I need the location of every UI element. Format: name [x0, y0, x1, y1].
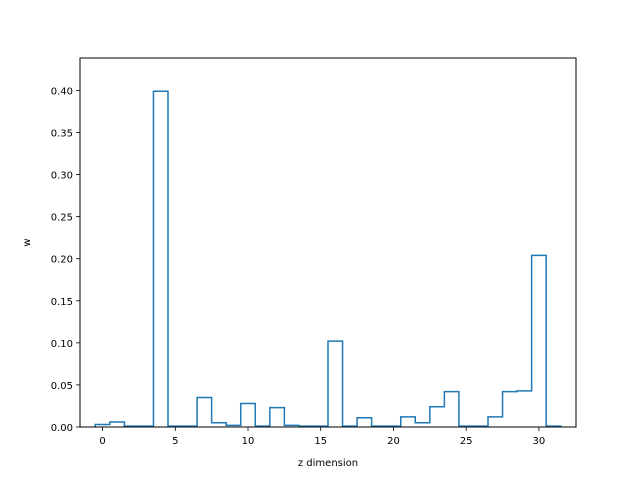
y-tick-label: 0.25 [51, 213, 73, 224]
x-axis: 0 5 10 15 20 25 30 [99, 427, 545, 447]
y-tick-label: 0.40 [51, 86, 73, 97]
y-axis-label: w [22, 238, 33, 246]
x-tick-label: 0 [99, 436, 105, 447]
y-axis: 0.00 0.05 0.10 0.15 0.20 0.25 0.30 0.35 0.40 [51, 86, 80, 434]
y-tick-label: 0.15 [51, 297, 73, 308]
y-tick-label: 0.30 [51, 171, 73, 182]
y-tick-label: 0.20 [51, 255, 73, 266]
y-tick-label: 0.10 [51, 339, 73, 350]
x-tick-label: 5 [172, 436, 178, 447]
x-tick-label: 30 [533, 436, 546, 447]
histogram-step-line [94, 90, 562, 427]
x-axis-label: z dimension [298, 458, 358, 469]
x-tick-label: 15 [314, 436, 327, 447]
x-tick-label: 25 [460, 436, 473, 447]
x-tick-label: 10 [242, 436, 255, 447]
y-tick-label: 0.00 [51, 423, 73, 434]
x-tick-label: 20 [387, 436, 400, 447]
y-tick-label: 0.05 [51, 381, 73, 392]
y-tick-label: 0.35 [51, 128, 73, 139]
histogram-marks [94, 90, 562, 427]
plot-frame [79, 57, 577, 428]
